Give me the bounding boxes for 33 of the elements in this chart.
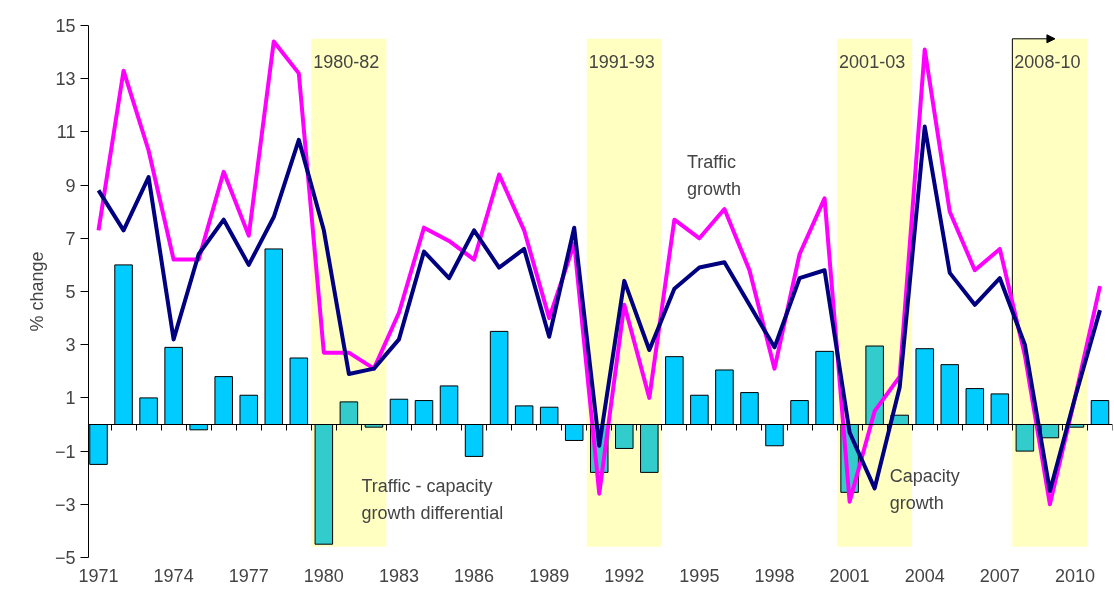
y-tick-label: −1 — [54, 441, 76, 462]
y-tick-label: 7 — [65, 228, 76, 249]
x-tick-label: 2010 — [1054, 565, 1095, 586]
band-label: 1991-93 — [588, 52, 655, 73]
y-tick-label: −3 — [54, 494, 76, 515]
y-axis-title: % change — [26, 251, 47, 332]
x-tick-label: 1974 — [153, 565, 194, 586]
x-tick-label: 1983 — [378, 565, 419, 586]
series-label: Capacity growth — [889, 465, 960, 513]
y-tick-label: 11 — [56, 122, 76, 143]
x-tick-label: 1998 — [754, 565, 795, 586]
y-tick-label: 1 — [65, 388, 76, 409]
x-tick-label: 2001 — [829, 565, 870, 586]
x-tick-label: 1995 — [679, 565, 720, 586]
series-label: Traffic - capacity growth differential — [361, 476, 504, 524]
band-label: 2001-03 — [839, 52, 906, 73]
y-tick-label: 15 — [55, 16, 76, 36]
x-tick-label: 1980 — [303, 565, 344, 586]
x-tick-label: 2004 — [904, 565, 945, 586]
x-tick-label: 1986 — [454, 565, 495, 586]
band-label: 1980-82 — [313, 52, 380, 73]
x-tick-label: 1989 — [529, 565, 570, 586]
y-tick-label: 5 — [65, 282, 76, 302]
y-tick-label: 3 — [65, 335, 76, 356]
band-label: 2008-10 — [1014, 52, 1081, 73]
x-tick-label: 1977 — [228, 565, 269, 586]
x-tick-label: 1992 — [604, 565, 645, 586]
x-tick-label: 2007 — [979, 565, 1020, 586]
x-tick-label: 1971 — [78, 565, 119, 586]
y-tick-label: −5 — [54, 548, 76, 568]
series-label: Traffic growth — [686, 151, 741, 199]
y-tick-label: 13 — [55, 69, 76, 90]
y-tick-label: 9 — [65, 175, 76, 196]
